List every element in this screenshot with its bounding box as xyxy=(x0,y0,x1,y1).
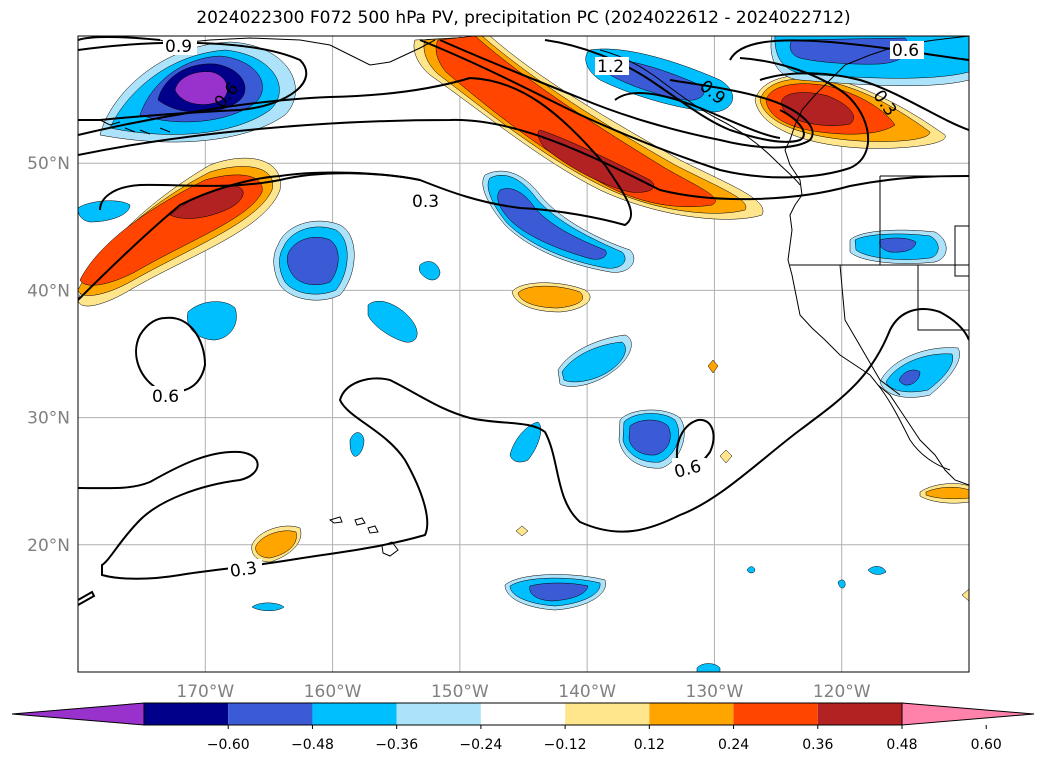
axis-labels: 170°W 160°W 150°W 140°W 130°W 120°W 20°N 30°N 40… xyxy=(27,154,871,702)
lon-tick-label: 120°W xyxy=(813,682,871,702)
contour-label: 0.3 xyxy=(229,558,259,582)
colorbar-swatch xyxy=(396,703,481,725)
neg-precip-area xyxy=(174,71,228,105)
colorbar-tick-label: 0.36 xyxy=(802,737,833,753)
hawaii-island xyxy=(381,541,399,557)
neg-precip-area xyxy=(898,369,921,386)
contour-label: 0.6 xyxy=(152,387,179,407)
pv-contour-line xyxy=(439,39,814,149)
precip-fill-layer xyxy=(78,36,969,672)
lon-tick-label: 160°W xyxy=(304,682,362,702)
pos-precip-area xyxy=(515,525,529,537)
contour-label: 0.3 xyxy=(412,192,439,212)
pv-contour-line xyxy=(759,72,969,131)
pos-precip-area xyxy=(925,487,969,500)
pos-precip-area xyxy=(517,285,583,309)
state-border xyxy=(954,225,969,277)
pv-contour-line xyxy=(729,39,969,61)
colorbar-extend-high xyxy=(901,702,1035,726)
neg-precip-area xyxy=(628,419,671,456)
lat-tick-label: 30°N xyxy=(27,409,70,429)
map-layers xyxy=(78,36,969,672)
colorbar-tick-label: 0.60 xyxy=(971,737,1002,753)
colorbar-swatch xyxy=(817,703,902,725)
colorbar-tick-label: −0.48 xyxy=(291,737,334,753)
contour-label: 0.9 xyxy=(165,37,192,57)
lon-tick-label: 170°W xyxy=(176,682,234,702)
neg-precip-area xyxy=(837,579,846,589)
hawaii-island xyxy=(354,517,366,526)
neg-precip-area xyxy=(746,566,756,574)
colorbar-swatch xyxy=(565,703,650,725)
colorbar-tick-label: 0.48 xyxy=(886,737,917,753)
pv-contour-line xyxy=(78,590,96,606)
lon-tick-label: 150°W xyxy=(431,682,489,702)
pv-contour-line xyxy=(78,171,421,301)
colorbar-tick-label: −0.36 xyxy=(375,737,418,753)
colorbar-swatch xyxy=(144,703,229,725)
pos-precip-area xyxy=(719,449,733,464)
north-america-coastline xyxy=(784,36,969,486)
lat-tick-label: 40°N xyxy=(27,281,70,301)
hawaii-island xyxy=(367,525,379,534)
pv-contour-line xyxy=(78,118,969,201)
colorbar-tick-label: 0.12 xyxy=(634,737,665,753)
neg-precip-area xyxy=(419,261,441,281)
neg-precip-area xyxy=(497,188,607,260)
pv-contour-layer xyxy=(78,36,969,606)
alaska-islands xyxy=(99,119,171,135)
state-border xyxy=(917,265,969,331)
pos-precip-area xyxy=(255,530,297,559)
colorbar-swatch xyxy=(733,703,818,725)
neg-precip-area xyxy=(879,237,917,253)
pos-precip-area xyxy=(961,588,969,602)
coastline-layer xyxy=(99,36,969,557)
pv-contour-line xyxy=(78,308,969,580)
map-frame xyxy=(77,35,970,673)
colorbar-tick-label: 0.24 xyxy=(718,737,749,753)
colorbar-tick-label: −0.60 xyxy=(207,737,250,753)
pos-precip-area xyxy=(707,359,719,374)
pv-contour-line xyxy=(78,76,632,227)
se-alaska-coast xyxy=(599,49,801,186)
colorbar-extend-low xyxy=(11,702,145,726)
lat-tick-label: 50°N xyxy=(27,154,70,174)
neg-precip-area xyxy=(287,237,339,285)
colorbar-tick-label: −0.12 xyxy=(544,737,587,753)
lat-tick-label: 20°N xyxy=(27,536,70,556)
contour-label: 0.6 xyxy=(892,41,919,61)
map-title: 2024022300 F072 500 hPa PV, precipitatio… xyxy=(196,8,851,28)
lon-tick-label: 130°W xyxy=(686,682,744,702)
colorbar-swatch xyxy=(480,703,566,725)
colorbar-swatch xyxy=(312,703,397,725)
pv-contour-line xyxy=(419,39,869,179)
neg-precip-area xyxy=(251,602,285,611)
neg-precip-area xyxy=(696,663,721,672)
neg-precip-area xyxy=(367,301,418,343)
neg-precip-area xyxy=(509,421,542,463)
neg-precip-area xyxy=(349,432,365,457)
colorbar-swatch xyxy=(228,703,313,725)
neg-precip-area xyxy=(867,566,887,575)
lon-tick-label: 140°W xyxy=(558,682,616,702)
neg-precip-area xyxy=(187,301,237,341)
colorbar-swatch xyxy=(649,703,734,725)
neg-precip-area xyxy=(561,341,626,383)
hawaii-island xyxy=(328,516,343,524)
neg-precip-area xyxy=(529,582,589,602)
baja-coastline xyxy=(877,384,951,471)
contour-label: 1.2 xyxy=(597,57,624,77)
colorbar: −0.60 −0.48 −0.36 −0.24 −0.12 0.12 0.24 0.36 0.4… xyxy=(11,702,1035,753)
colorbar-tick-label: −0.24 xyxy=(459,737,502,753)
neg-precip-area xyxy=(78,200,131,223)
pv-contour-line xyxy=(78,36,161,41)
state-border xyxy=(839,264,901,396)
colorbar-outline xyxy=(143,702,903,726)
